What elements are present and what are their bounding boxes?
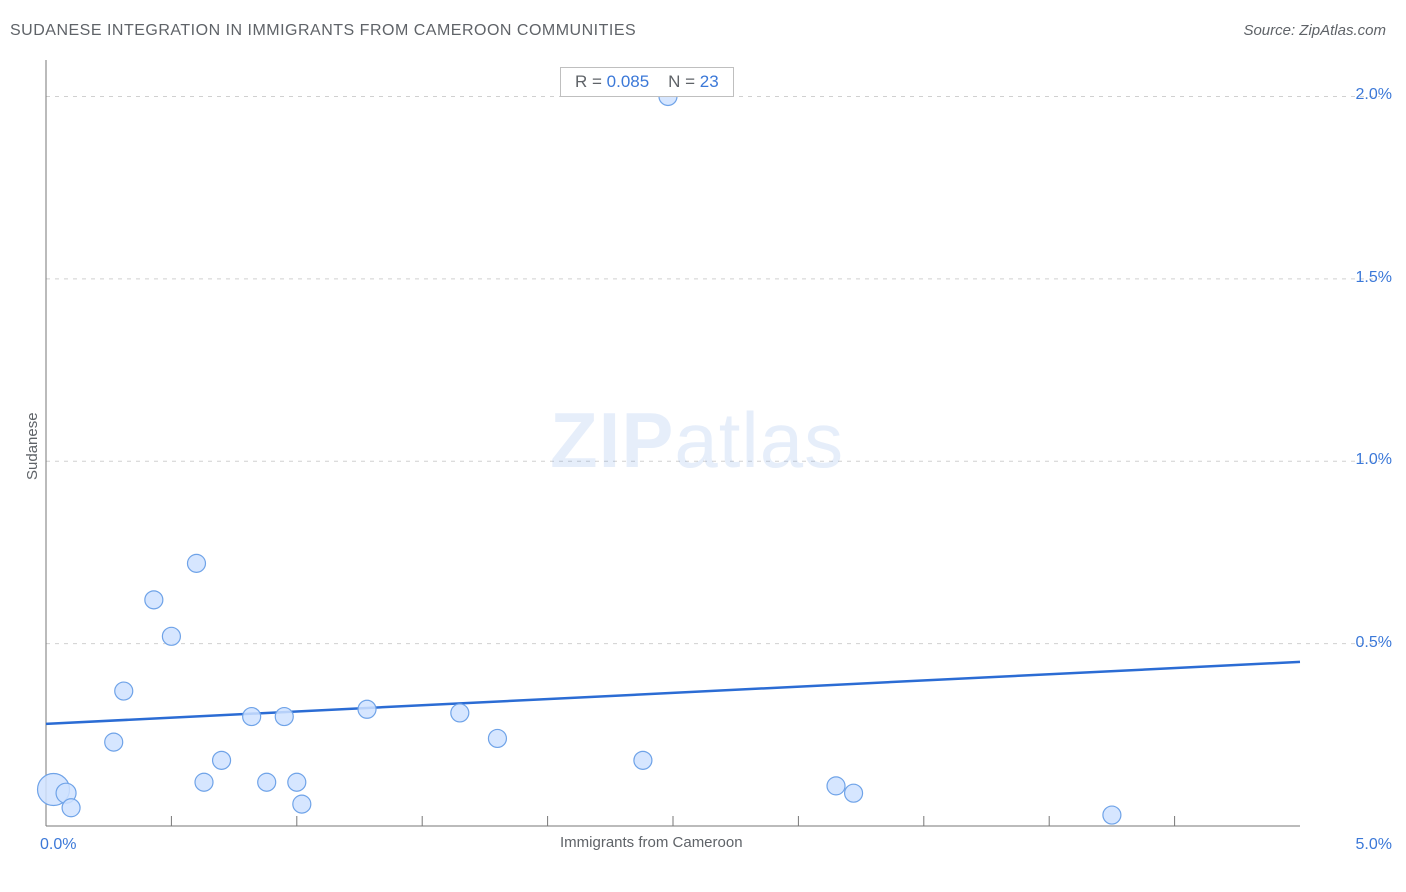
data-point: [213, 751, 231, 769]
data-point: [275, 708, 293, 726]
axis-tick-label: 1.0%: [1356, 451, 1392, 469]
data-point: [451, 704, 469, 722]
axis-tick-label: 5.0%: [1356, 836, 1392, 854]
axis-tick-label: 0.5%: [1356, 634, 1392, 652]
stat-n-label: N =: [668, 72, 695, 91]
axis-tick-label: 1.5%: [1356, 269, 1392, 287]
data-point: [845, 784, 863, 802]
data-point: [162, 627, 180, 645]
data-point: [243, 708, 261, 726]
data-point: [288, 773, 306, 791]
axis-tick-label: 0.0%: [40, 836, 76, 854]
data-point: [62, 799, 80, 817]
data-point: [488, 729, 506, 747]
trend-line: [46, 662, 1300, 724]
data-point: [195, 773, 213, 791]
data-point: [293, 795, 311, 813]
data-point: [1103, 806, 1121, 824]
data-point: [145, 591, 163, 609]
data-point: [258, 773, 276, 791]
stat-n-value: 23: [700, 72, 719, 91]
stat-r-value: 0.085: [607, 72, 650, 91]
stat-r-label: R =: [575, 72, 602, 91]
data-point: [634, 751, 652, 769]
data-point: [105, 733, 123, 751]
data-point: [115, 682, 133, 700]
scatter-chart: [0, 0, 1406, 892]
axis-tick-label: 2.0%: [1356, 86, 1392, 104]
data-point: [187, 554, 205, 572]
stats-box: R = 0.085 N = 23: [560, 67, 734, 97]
data-point: [827, 777, 845, 795]
data-point: [358, 700, 376, 718]
